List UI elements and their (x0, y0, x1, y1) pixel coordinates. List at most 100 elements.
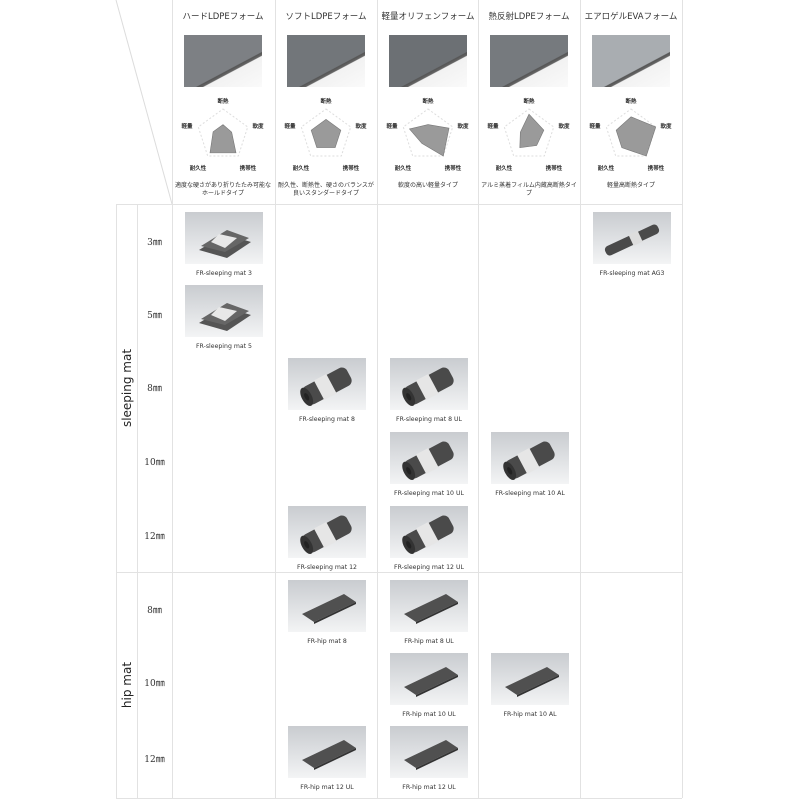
radar-axis-label: 軽量 (487, 122, 499, 130)
product-image[interactable] (390, 580, 468, 632)
radar-values (519, 113, 545, 148)
column-divider (478, 0, 479, 798)
product-card[interactable]: FR-sleeping mat 12 UL (390, 506, 468, 571)
column-divider (275, 0, 276, 798)
column-description: 軽量高断熱タイプ (606, 182, 655, 189)
product-name: FR-hip mat 12 UL (300, 784, 354, 791)
product-image[interactable] (288, 580, 366, 632)
product-card[interactable]: FR-hip mat 8 (288, 580, 366, 645)
row-divider (116, 572, 682, 573)
product-image[interactable] (390, 432, 468, 484)
column-title: 熱反射LDPEフォーム (488, 12, 570, 22)
product-card[interactable]: FR-hip mat 8 UL (390, 580, 468, 645)
product-image[interactable] (390, 506, 468, 558)
product-card[interactable]: FR-sleeping mat AG3 (593, 212, 671, 277)
radar-axis-label: 耐久性 (395, 164, 412, 172)
column-divider (137, 204, 138, 798)
radar-outline (402, 108, 454, 157)
row-divider (116, 204, 682, 205)
radar-outline (605, 108, 657, 157)
size-label: 8㎜ (147, 605, 162, 616)
product-card[interactable]: FR-sleeping mat 10 UL (390, 432, 468, 497)
product-card[interactable]: FR-hip mat 12 UL (390, 726, 468, 791)
radar-axis-label: 携帯性 (343, 164, 360, 172)
product-image[interactable] (185, 285, 263, 337)
product-name: FR-sleeping mat 8 UL (396, 416, 462, 423)
column-divider (580, 0, 581, 798)
product-card[interactable]: FR-hip mat 10 UL (390, 653, 468, 718)
radar-axis-label: 軟度 (457, 122, 469, 130)
column-divider (172, 0, 173, 798)
product-image[interactable] (288, 358, 366, 410)
radar-axis-label: 耐久性 (598, 164, 615, 172)
radar-values (310, 119, 342, 148)
radar-outline (300, 108, 352, 157)
product-card[interactable]: FR-sleeping mat 3 (185, 212, 263, 277)
group-label-text: sleeping mat (120, 348, 134, 428)
column-title: ソフトLDPEフォーム (285, 12, 367, 22)
product-card[interactable]: FR-sleeping mat 8 (288, 358, 366, 423)
product-card[interactable]: FR-sleeping mat 10 AL (491, 432, 569, 497)
size-label: 5㎜ (147, 310, 162, 321)
product-image[interactable] (491, 653, 569, 705)
product-image[interactable] (390, 653, 468, 705)
product-card[interactable]: FR-hip mat 12 UL (288, 726, 366, 791)
column-title: ハードLDPEフォーム (182, 12, 264, 22)
product-image[interactable] (288, 506, 366, 558)
radar-axis-label: 軟度 (355, 122, 367, 130)
product-image[interactable] (390, 726, 468, 778)
column-title: 軽量オリフェンフォーム (381, 12, 475, 22)
product-name: FR-sleeping mat 3 (195, 270, 252, 277)
product-image[interactable] (390, 358, 468, 410)
product-name: FR-hip mat 8 (307, 638, 347, 645)
foam-swatch (490, 35, 568, 87)
radar-axis-label: 耐久性 (190, 164, 207, 172)
product-card[interactable]: FR-sleeping mat 8 UL (390, 358, 468, 423)
radar-values (209, 124, 237, 154)
radar-axis-label: 断熱 (320, 97, 332, 105)
product-card[interactable]: FR-sleeping mat 12 (288, 506, 366, 571)
radar-axis-label: 軟度 (660, 122, 672, 130)
radar-axis-label: 断熱 (523, 97, 535, 105)
radar-axis-label: 軽量 (589, 122, 601, 130)
header-diagonal (115, 0, 173, 205)
product-name: FR-sleeping mat AG3 (599, 270, 665, 277)
radar-axis-label: 断熱 (625, 97, 637, 105)
foam-swatch (287, 35, 365, 87)
radar-axis-label: 軟度 (252, 122, 264, 130)
column-description: アルミ蒸着フィルム内蔵高断熱タイプ (481, 182, 577, 197)
product-image[interactable] (491, 432, 569, 484)
foam-swatch (389, 35, 467, 87)
size-label: 3㎜ (147, 237, 162, 248)
radar-outline (503, 108, 555, 157)
radar-axis-label: 軽量 (284, 122, 296, 130)
radar-outline (197, 108, 249, 157)
group-label: hip mat (117, 572, 137, 798)
column-divider (116, 204, 117, 798)
radar-axis-label: 軽量 (386, 122, 398, 130)
product-image[interactable] (593, 212, 671, 264)
product-name: FR-hip mat 8 UL (404, 638, 454, 645)
product-name: FR-hip mat 10 UL (402, 711, 456, 718)
product-card[interactable]: FR-sleeping mat 5 (185, 285, 263, 350)
product-image[interactable] (288, 726, 366, 778)
column-divider (682, 0, 683, 798)
product-card[interactable]: FR-hip mat 10 AL (491, 653, 569, 718)
radar-axis-label: 軟度 (558, 122, 570, 130)
product-name: FR-hip mat 12 UL (402, 784, 456, 791)
column-title: エアロゲルEVAフォーム (584, 12, 678, 22)
column-description: 軟度の高い軽量タイプ (397, 182, 458, 189)
radar-values (408, 124, 450, 157)
product-image[interactable] (185, 212, 263, 264)
size-label: 8㎜ (147, 384, 162, 394)
radar-values (615, 116, 657, 157)
radar-axis-label: 断熱 (217, 97, 229, 105)
product-name: FR-sleeping mat 12 (297, 564, 357, 571)
column-description: 耐久性、断熱性、硬さのバランスが良いスタンダードタイプ (278, 182, 374, 197)
row-divider (116, 798, 682, 799)
